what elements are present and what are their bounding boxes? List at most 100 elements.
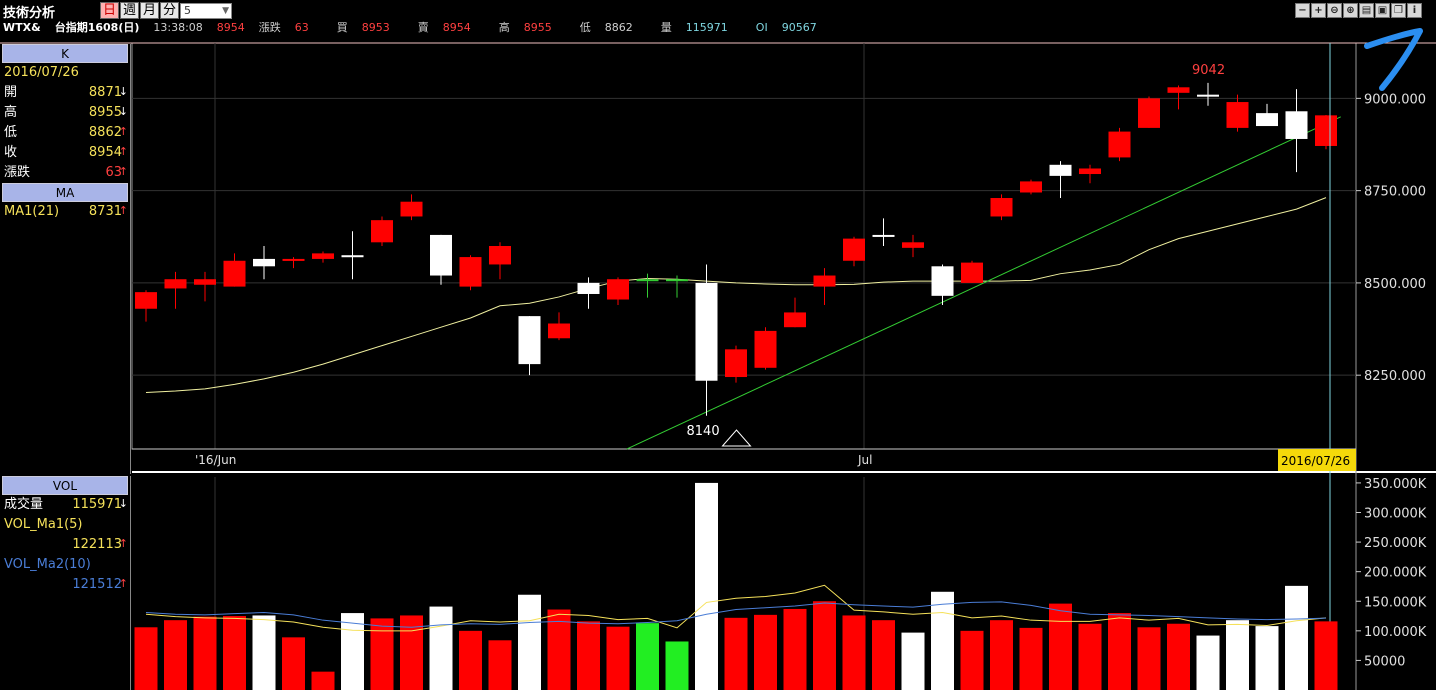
k-row: 低 8862 ↑: [0, 123, 130, 143]
vol-bar: [1226, 620, 1249, 690]
candle-body: [400, 201, 423, 217]
vol-bar: [518, 594, 541, 690]
vol-value: 115971: [72, 497, 122, 512]
price-tick-label: 8750.000: [1364, 185, 1426, 200]
chevron-down-icon: ▼: [222, 6, 229, 16]
price-tick-label: 8250.000: [1364, 369, 1426, 384]
candle-body: [695, 282, 718, 381]
candle-body: [1197, 94, 1219, 97]
k-row-label: 開: [4, 85, 18, 100]
candle-body: [371, 220, 393, 243]
zoom-y-icon[interactable]: ⊕: [1343, 3, 1358, 18]
candle-body: [961, 262, 983, 283]
vol-bar: [547, 609, 571, 690]
arrow-up-icon: ↑: [118, 165, 128, 178]
vol-ma1-line: [145, 584, 1327, 632]
ma-row: MA1(21) 8731 ↑: [0, 202, 130, 222]
period-minute-button[interactable]: 分: [160, 2, 179, 19]
vol-info-panel: VOL 成交量 115971 ↓ VOL_Ma1(5) 122113 ↑ VOL_Ma…: [0, 476, 131, 690]
candle-body: [312, 253, 334, 259]
k-panel-header[interactable]: K: [2, 44, 128, 63]
vol-bar: [960, 630, 984, 690]
trendline: [626, 116, 1341, 450]
candle-body: [1256, 113, 1278, 127]
zoom-x-icon[interactable]: ⊖: [1327, 3, 1342, 18]
vol-bar: [577, 621, 600, 690]
candle-body: [282, 258, 305, 261]
ma21-line: [145, 197, 1327, 394]
candle-body: [1108, 131, 1131, 158]
vol-bar: [370, 618, 394, 690]
candle-body: [430, 234, 452, 276]
ma-row-value: 8731: [88, 204, 122, 219]
quote-low: 8862: [604, 21, 633, 34]
arrow-up-icon: ↑: [118, 537, 128, 550]
vol-bar: [931, 591, 954, 690]
k-row: 漲跌 63 ↑: [0, 163, 130, 183]
k-row: 高 8955 ↓: [0, 103, 130, 123]
ma-rows: MA1(21) 8731 ↑: [0, 202, 130, 222]
quote-low-label: 低: [579, 21, 591, 34]
candle-body: [843, 238, 865, 261]
k-row-label: 收: [4, 145, 18, 160]
period-week-button[interactable]: 週: [120, 2, 139, 19]
cursor-date-box: [1278, 449, 1356, 471]
vol-ma1-value: 122113: [72, 537, 122, 552]
save-icon[interactable]: ▣: [1375, 3, 1390, 18]
vol-bar: [1049, 603, 1072, 690]
candle-body: [1285, 111, 1308, 139]
interval-select[interactable]: 5 ▼: [180, 3, 232, 19]
vol-bar: [1078, 623, 1102, 690]
window-icon[interactable]: ❐: [1391, 3, 1406, 18]
candle-body: [341, 255, 364, 258]
vol-bar: [311, 671, 335, 690]
vol-bar: [695, 482, 718, 690]
config-icon[interactable]: ▤: [1359, 3, 1374, 18]
candle-body: [223, 260, 246, 287]
low-annotation: 8140: [687, 424, 720, 439]
k-row-value: 8862: [88, 125, 122, 140]
period-month-button[interactable]: 月: [140, 2, 159, 19]
vol-bar: [842, 615, 866, 690]
ma-panel-header[interactable]: MA: [2, 183, 128, 202]
x-month-label: Jul: [857, 453, 872, 467]
candle-body: [1226, 102, 1249, 128]
quote-high: 8955: [523, 21, 552, 34]
quote-vol-label: 量: [660, 21, 672, 34]
candle-body: [754, 330, 777, 368]
candle-body: [990, 198, 1013, 217]
k-row-value: 8871: [88, 85, 122, 100]
vol-bar: [429, 606, 453, 690]
vol-bar: [1108, 613, 1131, 690]
cursor-date-label: 2016/07/26: [1281, 454, 1350, 468]
candle-body: [459, 257, 482, 287]
vol-bar: [1167, 623, 1190, 690]
vol-bar: [134, 627, 158, 690]
high-annotation: 9042: [1192, 63, 1225, 78]
price-plot-frame: [131, 42, 1357, 450]
candle-body: [1315, 115, 1337, 146]
vol-bar: [1196, 635, 1220, 690]
quote-bid: 8953: [361, 21, 390, 34]
vol-bar: [1314, 621, 1338, 690]
k-row-label: 高: [4, 105, 18, 120]
candle-body: [489, 246, 511, 265]
candle-body: [194, 279, 216, 285]
vol-bar: [754, 614, 777, 690]
quote-last: 8954: [216, 21, 245, 34]
info-icon[interactable]: i: [1407, 3, 1422, 18]
quote-vol: 115971: [685, 21, 728, 34]
zoom-out-icon[interactable]: −: [1295, 3, 1310, 18]
price-tick-label: 9000.000: [1364, 92, 1426, 107]
period-day-button[interactable]: 日: [100, 2, 119, 19]
k-row-label: 漲跌: [4, 165, 31, 180]
zoom-in-icon[interactable]: +: [1311, 3, 1326, 18]
vol-ma1-label: VOL_Ma1(5): [4, 517, 83, 532]
candle-body: [607, 279, 629, 300]
quote-bid-label: 買: [336, 21, 348, 34]
vol-bar: [341, 613, 364, 690]
quote-high-label: 高: [498, 21, 510, 34]
k-row-label: 低: [4, 125, 18, 140]
vol-panel-header[interactable]: VOL: [2, 476, 128, 495]
